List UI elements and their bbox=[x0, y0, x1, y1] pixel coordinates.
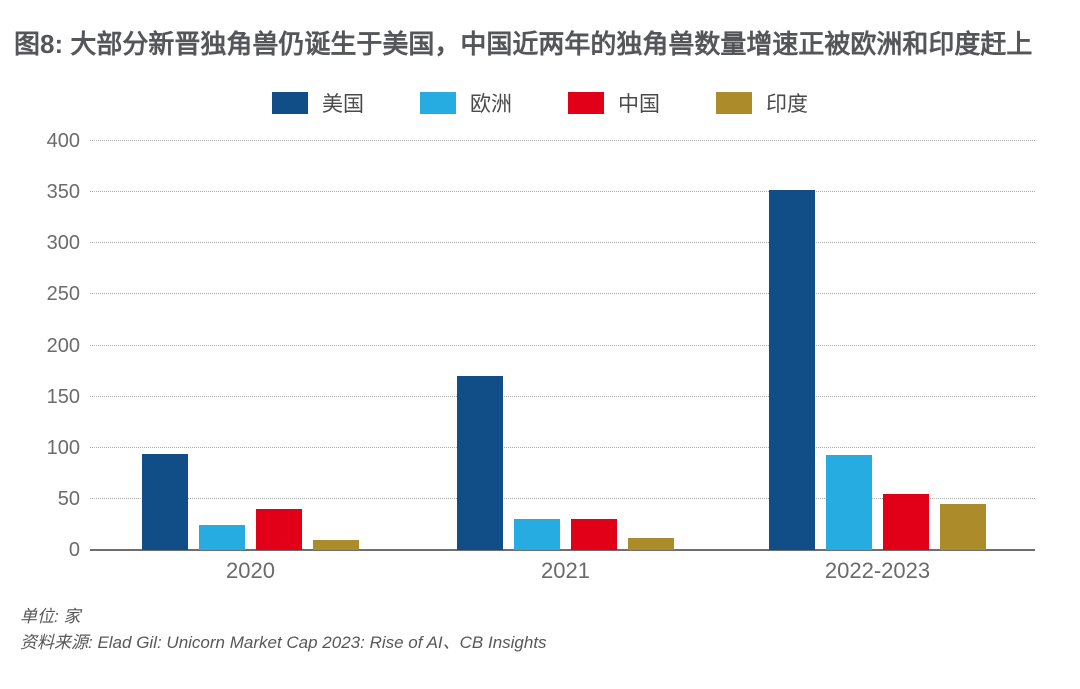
bar-group-2021 bbox=[457, 376, 674, 550]
legend-swatch-印度 bbox=[716, 92, 752, 114]
x-axis: 2020 2021 2022-2023 bbox=[90, 558, 1035, 588]
y-axis-label: 300 bbox=[46, 232, 80, 255]
bar-中国-2022-2023 bbox=[883, 494, 929, 550]
legend-item: 中国 bbox=[568, 88, 660, 118]
y-axis-label: 100 bbox=[46, 436, 80, 459]
gridline-350 bbox=[90, 191, 1035, 193]
legend-item: 美国 bbox=[272, 88, 364, 118]
x-axis-label: 2022-2023 bbox=[824, 558, 931, 583]
chart-footnotes: 单位: 家 资料来源: Elad Gil: Unicorn Market Cap… bbox=[20, 604, 547, 656]
gridline-100 bbox=[90, 446, 1035, 448]
legend-label: 印度 bbox=[766, 93, 808, 116]
y-axis-label: 400 bbox=[46, 130, 80, 152]
legend-item: 欧洲 bbox=[420, 88, 512, 118]
y-axis-label: 150 bbox=[46, 385, 80, 408]
legend-label: 中国 bbox=[618, 93, 660, 116]
x-axis-line bbox=[90, 549, 1035, 551]
bar-美国-2022-2023 bbox=[769, 190, 815, 550]
y-axis: 0 50 100 150 200 250 300 350 400 bbox=[0, 130, 80, 561]
chart-title: 图8: 大部分新晋独角兽仍诞生于美国，中国近两年的独角兽数量增速正被欧洲和印度赶… bbox=[14, 29, 1033, 59]
gridline-200 bbox=[90, 344, 1035, 346]
bar-欧洲-2022-2023 bbox=[826, 455, 872, 550]
bar-中国-2020 bbox=[256, 509, 302, 550]
y-axis-label: 50 bbox=[57, 487, 80, 510]
gridline-300 bbox=[90, 242, 1035, 244]
gridline-250 bbox=[90, 293, 1035, 295]
bar-印度-2021 bbox=[628, 538, 674, 550]
y-axis-label: 250 bbox=[46, 283, 80, 306]
x-axis-label: 2020 bbox=[226, 558, 275, 583]
bar-印度-2022-2023 bbox=[940, 504, 986, 550]
legend-label: 欧洲 bbox=[470, 93, 512, 116]
legend-item: 印度 bbox=[716, 88, 808, 118]
source-note: 资料来源: Elad Gil: Unicorn Market Cap 2023:… bbox=[20, 633, 547, 652]
gridline-50 bbox=[90, 497, 1035, 499]
gridline-400 bbox=[90, 140, 1035, 141]
legend-swatch-欧洲 bbox=[420, 92, 456, 114]
bar-欧洲-2020 bbox=[199, 525, 245, 550]
bar-美国-2021 bbox=[457, 376, 503, 550]
y-axis-label: 0 bbox=[68, 539, 80, 561]
bar-美国-2020 bbox=[142, 454, 188, 550]
legend-swatch-美国 bbox=[272, 92, 308, 114]
y-axis-label: 200 bbox=[46, 334, 80, 357]
legend-swatch-中国 bbox=[568, 92, 604, 114]
gridline-150 bbox=[90, 395, 1035, 397]
bar-欧洲-2021 bbox=[514, 519, 560, 550]
bar-group-2022-2023 bbox=[769, 190, 986, 550]
plot-area bbox=[90, 140, 1035, 551]
bar-印度-2020 bbox=[313, 540, 359, 550]
legend-label: 美国 bbox=[322, 93, 364, 116]
bar-中国-2021 bbox=[571, 519, 617, 550]
legend: 美国 欧洲 中国 印度 bbox=[0, 88, 1080, 118]
unit-note: 单位: 家 bbox=[20, 607, 81, 626]
bar-group-2020 bbox=[142, 454, 359, 550]
y-axis-label: 350 bbox=[46, 181, 80, 204]
x-axis-label: 2021 bbox=[541, 558, 590, 583]
